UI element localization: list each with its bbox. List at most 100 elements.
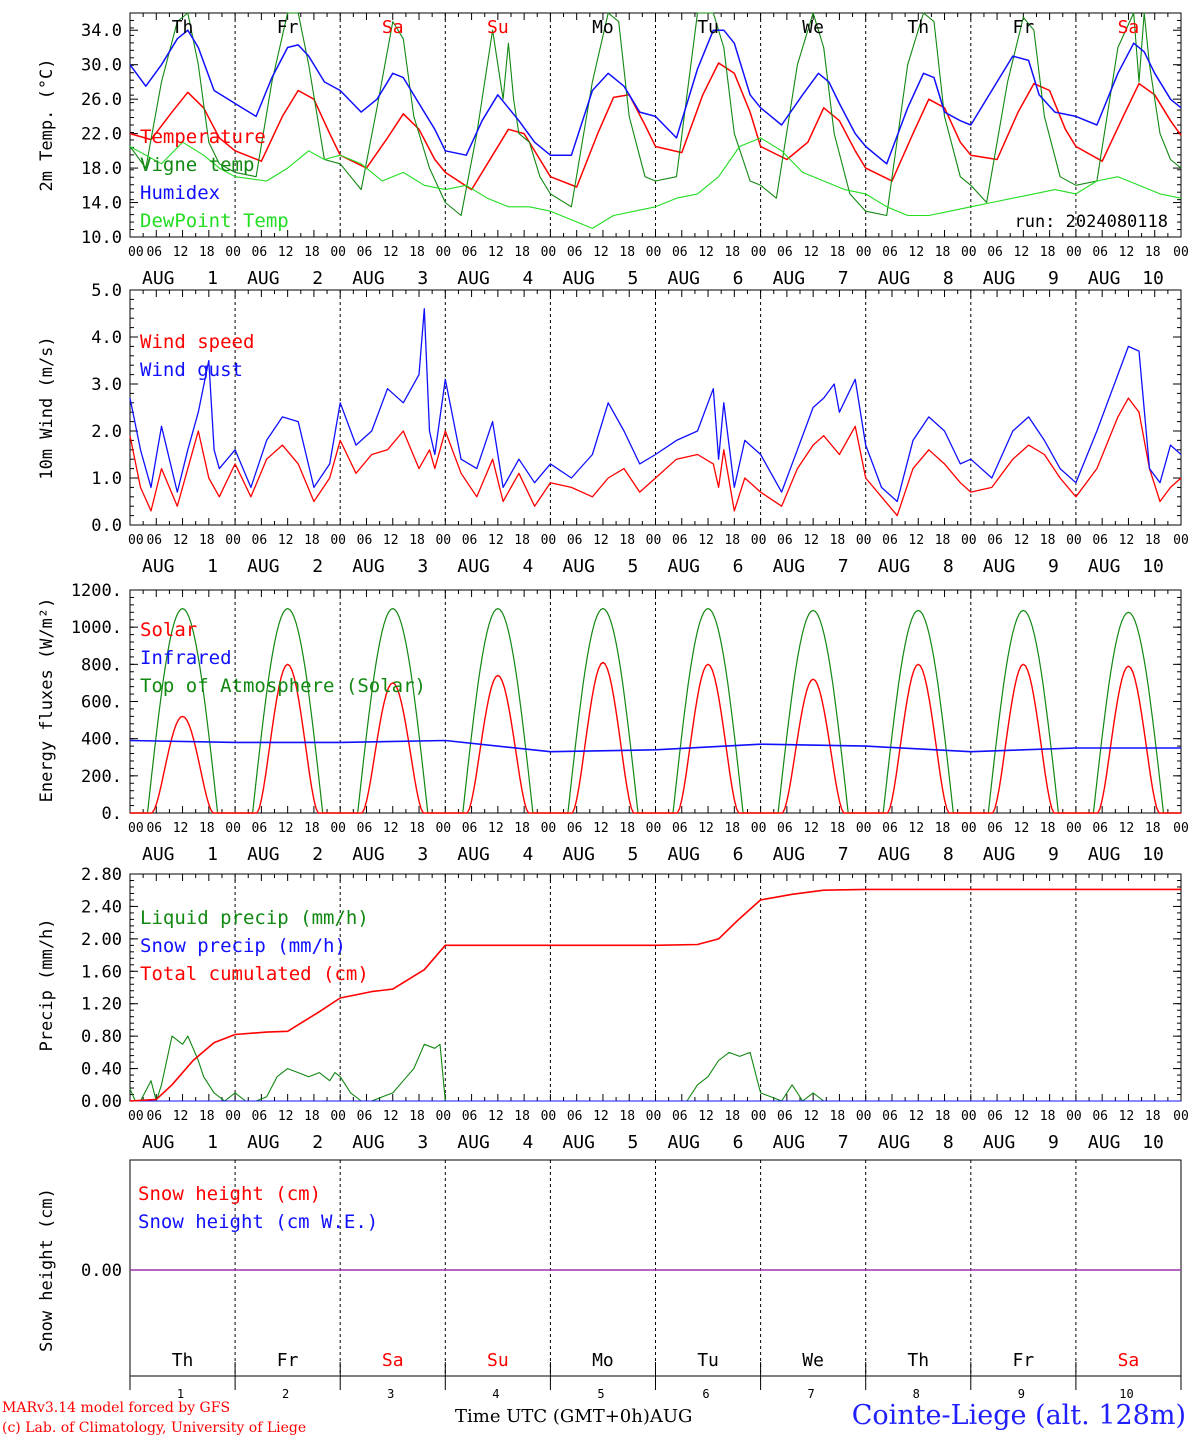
hour-tick-label: 00 (1173, 1109, 1189, 1124)
hour-tick-label: 06 (672, 533, 688, 548)
day-label-number: 10 (1142, 268, 1164, 289)
hour-tick-label: 00 (751, 1109, 767, 1124)
hour-tick-label: 06 (1092, 533, 1108, 548)
hour-tick-label: 00 (646, 1109, 662, 1124)
hour-tick-label: 18 (830, 821, 846, 836)
hour-tick-label: 06 (357, 245, 373, 260)
weekday-label: We (802, 1350, 824, 1371)
hour-tick-label: 18 (1040, 533, 1056, 548)
day-number-label: 10 (1119, 1387, 1133, 1401)
hour-tick-label: 18 (830, 533, 846, 548)
hour-tick-label: 06 (146, 821, 162, 836)
panel-frame (129, 589, 1182, 814)
hour-tick-label: 06 (672, 821, 688, 836)
hour-tick-label: 18 (1040, 245, 1056, 260)
hour-tick-label: 00 (435, 533, 451, 548)
hour-tick-label: 00 (856, 245, 872, 260)
hour-tick-label: 00 (961, 1109, 977, 1124)
y-tick-label: 2.40 (81, 897, 122, 917)
hour-tick-label: 18 (199, 533, 215, 548)
weekday-label: Fr (1013, 17, 1035, 38)
hour-tick-label: 18 (1145, 1109, 1161, 1124)
hour-tick-label: 12 (278, 245, 294, 260)
day-label-number: 4 (522, 556, 533, 577)
hour-tick-label: 12 (278, 821, 294, 836)
day-label-number: 7 (838, 556, 849, 577)
hour-tick-label: 06 (1092, 821, 1108, 836)
hour-tick-label: 00 (646, 821, 662, 836)
hour-tick-label: 00 (330, 1109, 346, 1124)
run-label: run: 2024080118 (1014, 212, 1168, 232)
day-number-label: 6 (702, 1387, 709, 1401)
hour-tick-label: 06 (882, 533, 898, 548)
day-number-label: 5 (597, 1387, 604, 1401)
hour-tick-label: 18 (304, 1109, 320, 1124)
day-number-label: 4 (492, 1387, 499, 1401)
y-tick-label: 600. (81, 693, 122, 713)
model-credit: MARv3.14 model forced by GFS (2, 1400, 231, 1416)
hour-tick-label: 18 (1145, 821, 1161, 836)
hour-tick-label: 12 (593, 1109, 609, 1124)
day-label-number: 6 (733, 1132, 744, 1153)
weekday-label: Mo (592, 1350, 614, 1371)
day-label-month: AUG (247, 1132, 280, 1153)
day-label-month: AUG (878, 844, 911, 865)
hour-tick-label: 00 (128, 1109, 144, 1124)
hour-tick-label: 06 (462, 1109, 478, 1124)
y-tick-label: 22.0 (81, 125, 122, 145)
weekday-label: Su (487, 17, 509, 38)
day-label-month: AUG (352, 1132, 385, 1153)
day-label-month: AUG (668, 1132, 701, 1153)
y-tick-label: 200. (81, 767, 122, 787)
y-tick-label: 2.80 (81, 865, 122, 885)
hour-tick-label: 12 (278, 533, 294, 548)
y-tick-label: 400. (81, 730, 122, 750)
hour-tick-label: 00 (961, 245, 977, 260)
day-label-number: 9 (1048, 268, 1059, 289)
hour-tick-label: 00 (1066, 245, 1082, 260)
time-label: Time UTC (GMT+0h) (455, 1406, 650, 1427)
hour-tick-label: 18 (304, 245, 320, 260)
hour-tick-label: 06 (462, 245, 478, 260)
day-label-month: AUG (878, 268, 911, 289)
hour-tick-label: 12 (803, 245, 819, 260)
day-label-month: AUG (668, 844, 701, 865)
hour-tick-label: 00 (225, 821, 241, 836)
weekday-label: Fr (277, 1350, 299, 1371)
weekday-label: Th (172, 1350, 194, 1371)
hour-tick-label: 12 (803, 533, 819, 548)
legend-entry: Snow height (cm W.E.) (138, 1211, 378, 1233)
series-line-wind-speed (129, 397, 1182, 517)
hour-tick-label: 18 (304, 533, 320, 548)
y-tick-label: 0.40 (81, 1060, 122, 1080)
day-label-number: 6 (733, 268, 744, 289)
legend-entry: Wind gust (140, 359, 243, 381)
hour-tick-label: 06 (146, 245, 162, 260)
hour-tick-label: 00 (1066, 533, 1082, 548)
series-line-infrared (129, 739, 1181, 753)
hour-tick-label: 00 (128, 245, 144, 260)
hour-tick-label: 00 (751, 533, 767, 548)
weekday-label: We (802, 17, 824, 38)
series-line-solar (130, 661, 1181, 814)
hour-tick-label: 00 (751, 821, 767, 836)
day-label-number: 2 (312, 1132, 323, 1153)
y-axis-label: Snow height (cm) (37, 1188, 57, 1352)
hour-tick-label: 00 (961, 533, 977, 548)
series-line-dewpoint-temp (129, 137, 1182, 229)
hour-tick-label: 06 (567, 533, 583, 548)
day-label-number: 10 (1142, 844, 1164, 865)
hour-tick-label: 00 (435, 821, 451, 836)
day-label-number: 5 (628, 1132, 639, 1153)
hour-tick-label: 06 (252, 821, 268, 836)
hour-tick-label: 12 (173, 533, 189, 548)
y-axis-label: 10m Wind (m/s) (37, 336, 57, 479)
hour-tick-label: 06 (146, 533, 162, 548)
day-label-month: AUG (562, 268, 595, 289)
hour-tick-label: 06 (1092, 245, 1108, 260)
hour-tick-label: 06 (357, 821, 373, 836)
hour-tick-label: 18 (724, 245, 740, 260)
day-label-month: AUG (562, 844, 595, 865)
day-label-number: 2 (312, 268, 323, 289)
